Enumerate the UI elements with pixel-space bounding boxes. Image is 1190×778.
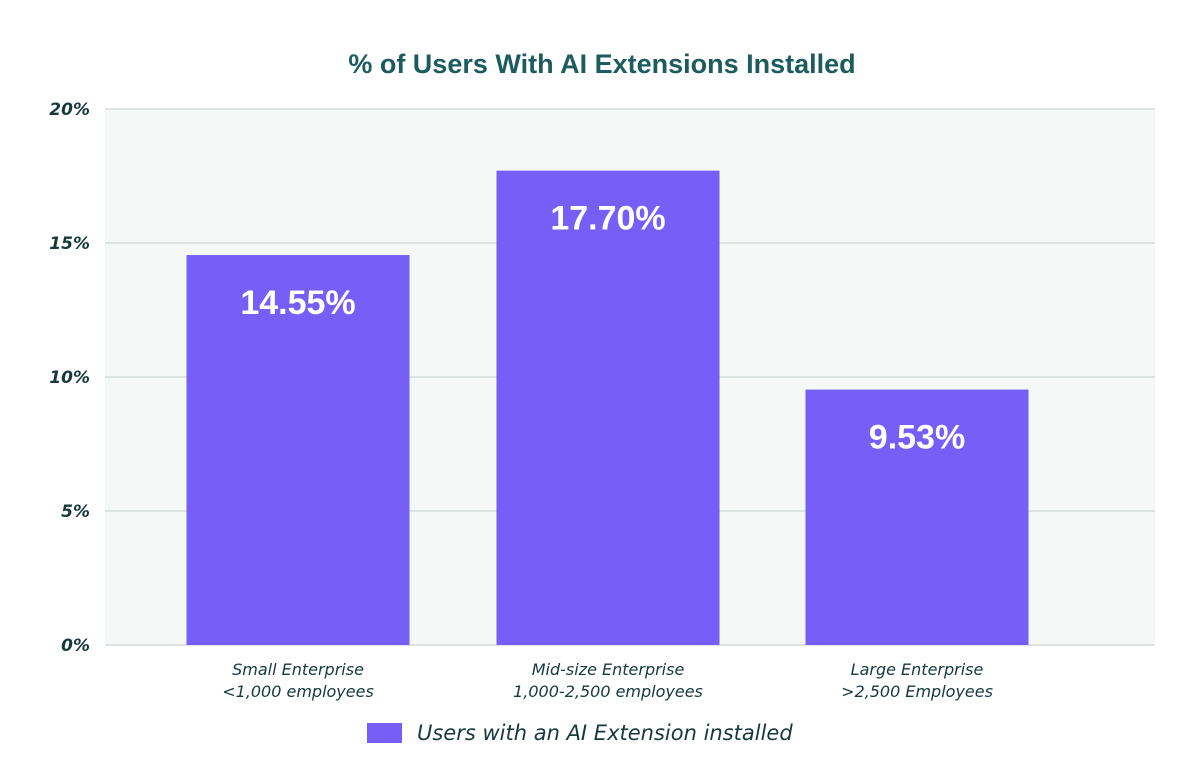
chart-title: % of Users With AI Extensions Installed (348, 49, 855, 79)
x-tick-label-line2: >2,500 Employees (841, 682, 993, 701)
legend: Users with an AI Extension installed (367, 721, 793, 745)
x-tick-label-line2: <1,000 employees (222, 682, 374, 701)
x-tick-label-line1: Large Enterprise (851, 660, 984, 679)
bars (186, 170, 1029, 645)
x-tick-label-line2: 1,000-2,500 employees (513, 682, 703, 701)
bar-data-label: 17.70% (550, 200, 665, 238)
bar-data-label: 14.55% (240, 284, 355, 322)
bar-data-labels: 14.55% 17.70% 9.53% (240, 200, 965, 457)
bar (496, 170, 720, 645)
y-tick-label: 15% (49, 234, 90, 254)
x-tick-label-line1: Small Enterprise (232, 660, 364, 679)
x-axis-ticks: Small Enterprise <1,000 employees Mid-size… (222, 660, 993, 701)
y-tick-label: 0% (61, 636, 90, 656)
bar (186, 255, 410, 645)
x-tick-label-line1: Mid-size Enterprise (532, 660, 685, 679)
y-tick-label: 10% (49, 368, 90, 388)
y-tick-label: 20% (49, 100, 90, 120)
bar-data-label: 9.53% (869, 419, 965, 457)
y-tick-label: 5% (61, 502, 90, 522)
bar (805, 389, 1029, 645)
y-axis-ticks: 0% 5% 10% 15% 20% (49, 100, 90, 656)
legend-label: Users with an AI Extension installed (417, 721, 793, 745)
legend-swatch (367, 723, 402, 743)
